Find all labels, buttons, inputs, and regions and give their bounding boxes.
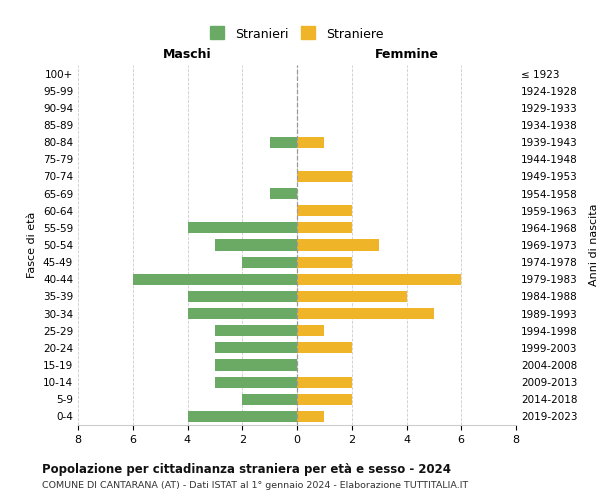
Bar [215,360,297,370]
Bar [297,291,407,302]
Text: Femmine: Femmine [374,48,439,62]
Y-axis label: Fasce di età: Fasce di età [28,212,37,278]
Bar [297,171,352,182]
Bar [297,342,352,353]
Legend: Stranieri, Straniere: Stranieri, Straniere [210,28,384,41]
Bar [215,240,297,250]
Bar [215,342,297,353]
Bar [242,256,297,268]
Bar [215,376,297,388]
Text: COMUNE DI CANTARANA (AT) - Dati ISTAT al 1° gennaio 2024 - Elaborazione TUTTITAL: COMUNE DI CANTARANA (AT) - Dati ISTAT al… [42,481,468,490]
Bar [297,222,352,234]
Bar [297,411,325,422]
Bar [187,222,297,234]
Bar [187,411,297,422]
Bar [297,274,461,285]
Bar [215,325,297,336]
Bar [297,205,352,216]
Bar [297,240,379,250]
Bar [297,256,352,268]
Bar [297,308,434,319]
Bar [242,394,297,405]
Y-axis label: Anni di nascita: Anni di nascita [589,204,599,286]
Bar [133,274,297,285]
Bar [269,136,297,147]
Text: Popolazione per cittadinanza straniera per età e sesso - 2024: Popolazione per cittadinanza straniera p… [42,462,451,475]
Bar [297,394,352,405]
Text: Maschi: Maschi [163,48,212,62]
Bar [297,376,352,388]
Bar [187,308,297,319]
Bar [297,136,325,147]
Bar [297,325,325,336]
Bar [187,291,297,302]
Bar [269,188,297,199]
